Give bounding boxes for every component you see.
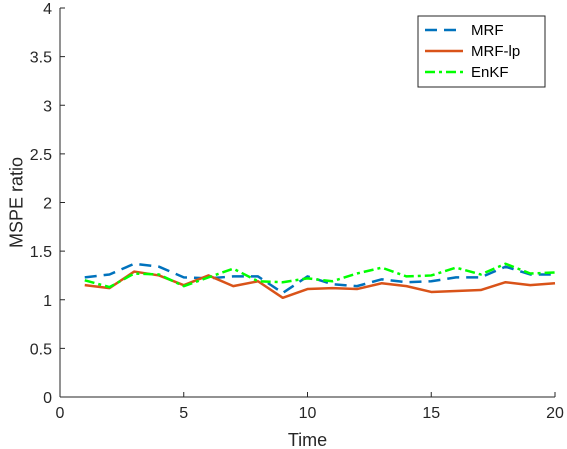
- y-tick-label: 3.5: [30, 50, 52, 67]
- y-tick-label: 0: [43, 390, 52, 407]
- x-axis-label: Time: [288, 430, 327, 449]
- y-tick-label: 2.5: [30, 147, 52, 164]
- x-tick-label: 15: [422, 405, 440, 422]
- legend-label: EnKF: [471, 64, 509, 81]
- axis-ticks: 0 5 10 15 20 0 0.5 1 1.5 2 2.5 3 3.5 4: [30, 1, 564, 422]
- x-tick-label: 20: [546, 405, 564, 422]
- y-tick-label: 0.5: [30, 341, 52, 358]
- x-tick-label: 10: [299, 405, 317, 422]
- y-tick-label: 2: [43, 196, 52, 213]
- legend-label: MRF: [471, 22, 504, 39]
- legend-label: MRF-lp: [471, 43, 520, 60]
- x-tick-label: 5: [179, 405, 188, 422]
- series-line-mrf-lp: [84, 270, 556, 300]
- legend: MRF MRF-lp EnKF: [417, 15, 546, 88]
- y-tick-label: 1: [43, 293, 52, 310]
- x-tick-label: 0: [56, 405, 65, 422]
- y-tick-label: 4: [43, 1, 52, 18]
- y-axis-label: MSPE ratio: [6, 157, 26, 248]
- series-lines: [84, 262, 556, 300]
- y-tick-label: 3: [43, 98, 52, 115]
- y-tick-label: 1.5: [30, 244, 52, 261]
- series-line-mrf: [84, 262, 555, 295]
